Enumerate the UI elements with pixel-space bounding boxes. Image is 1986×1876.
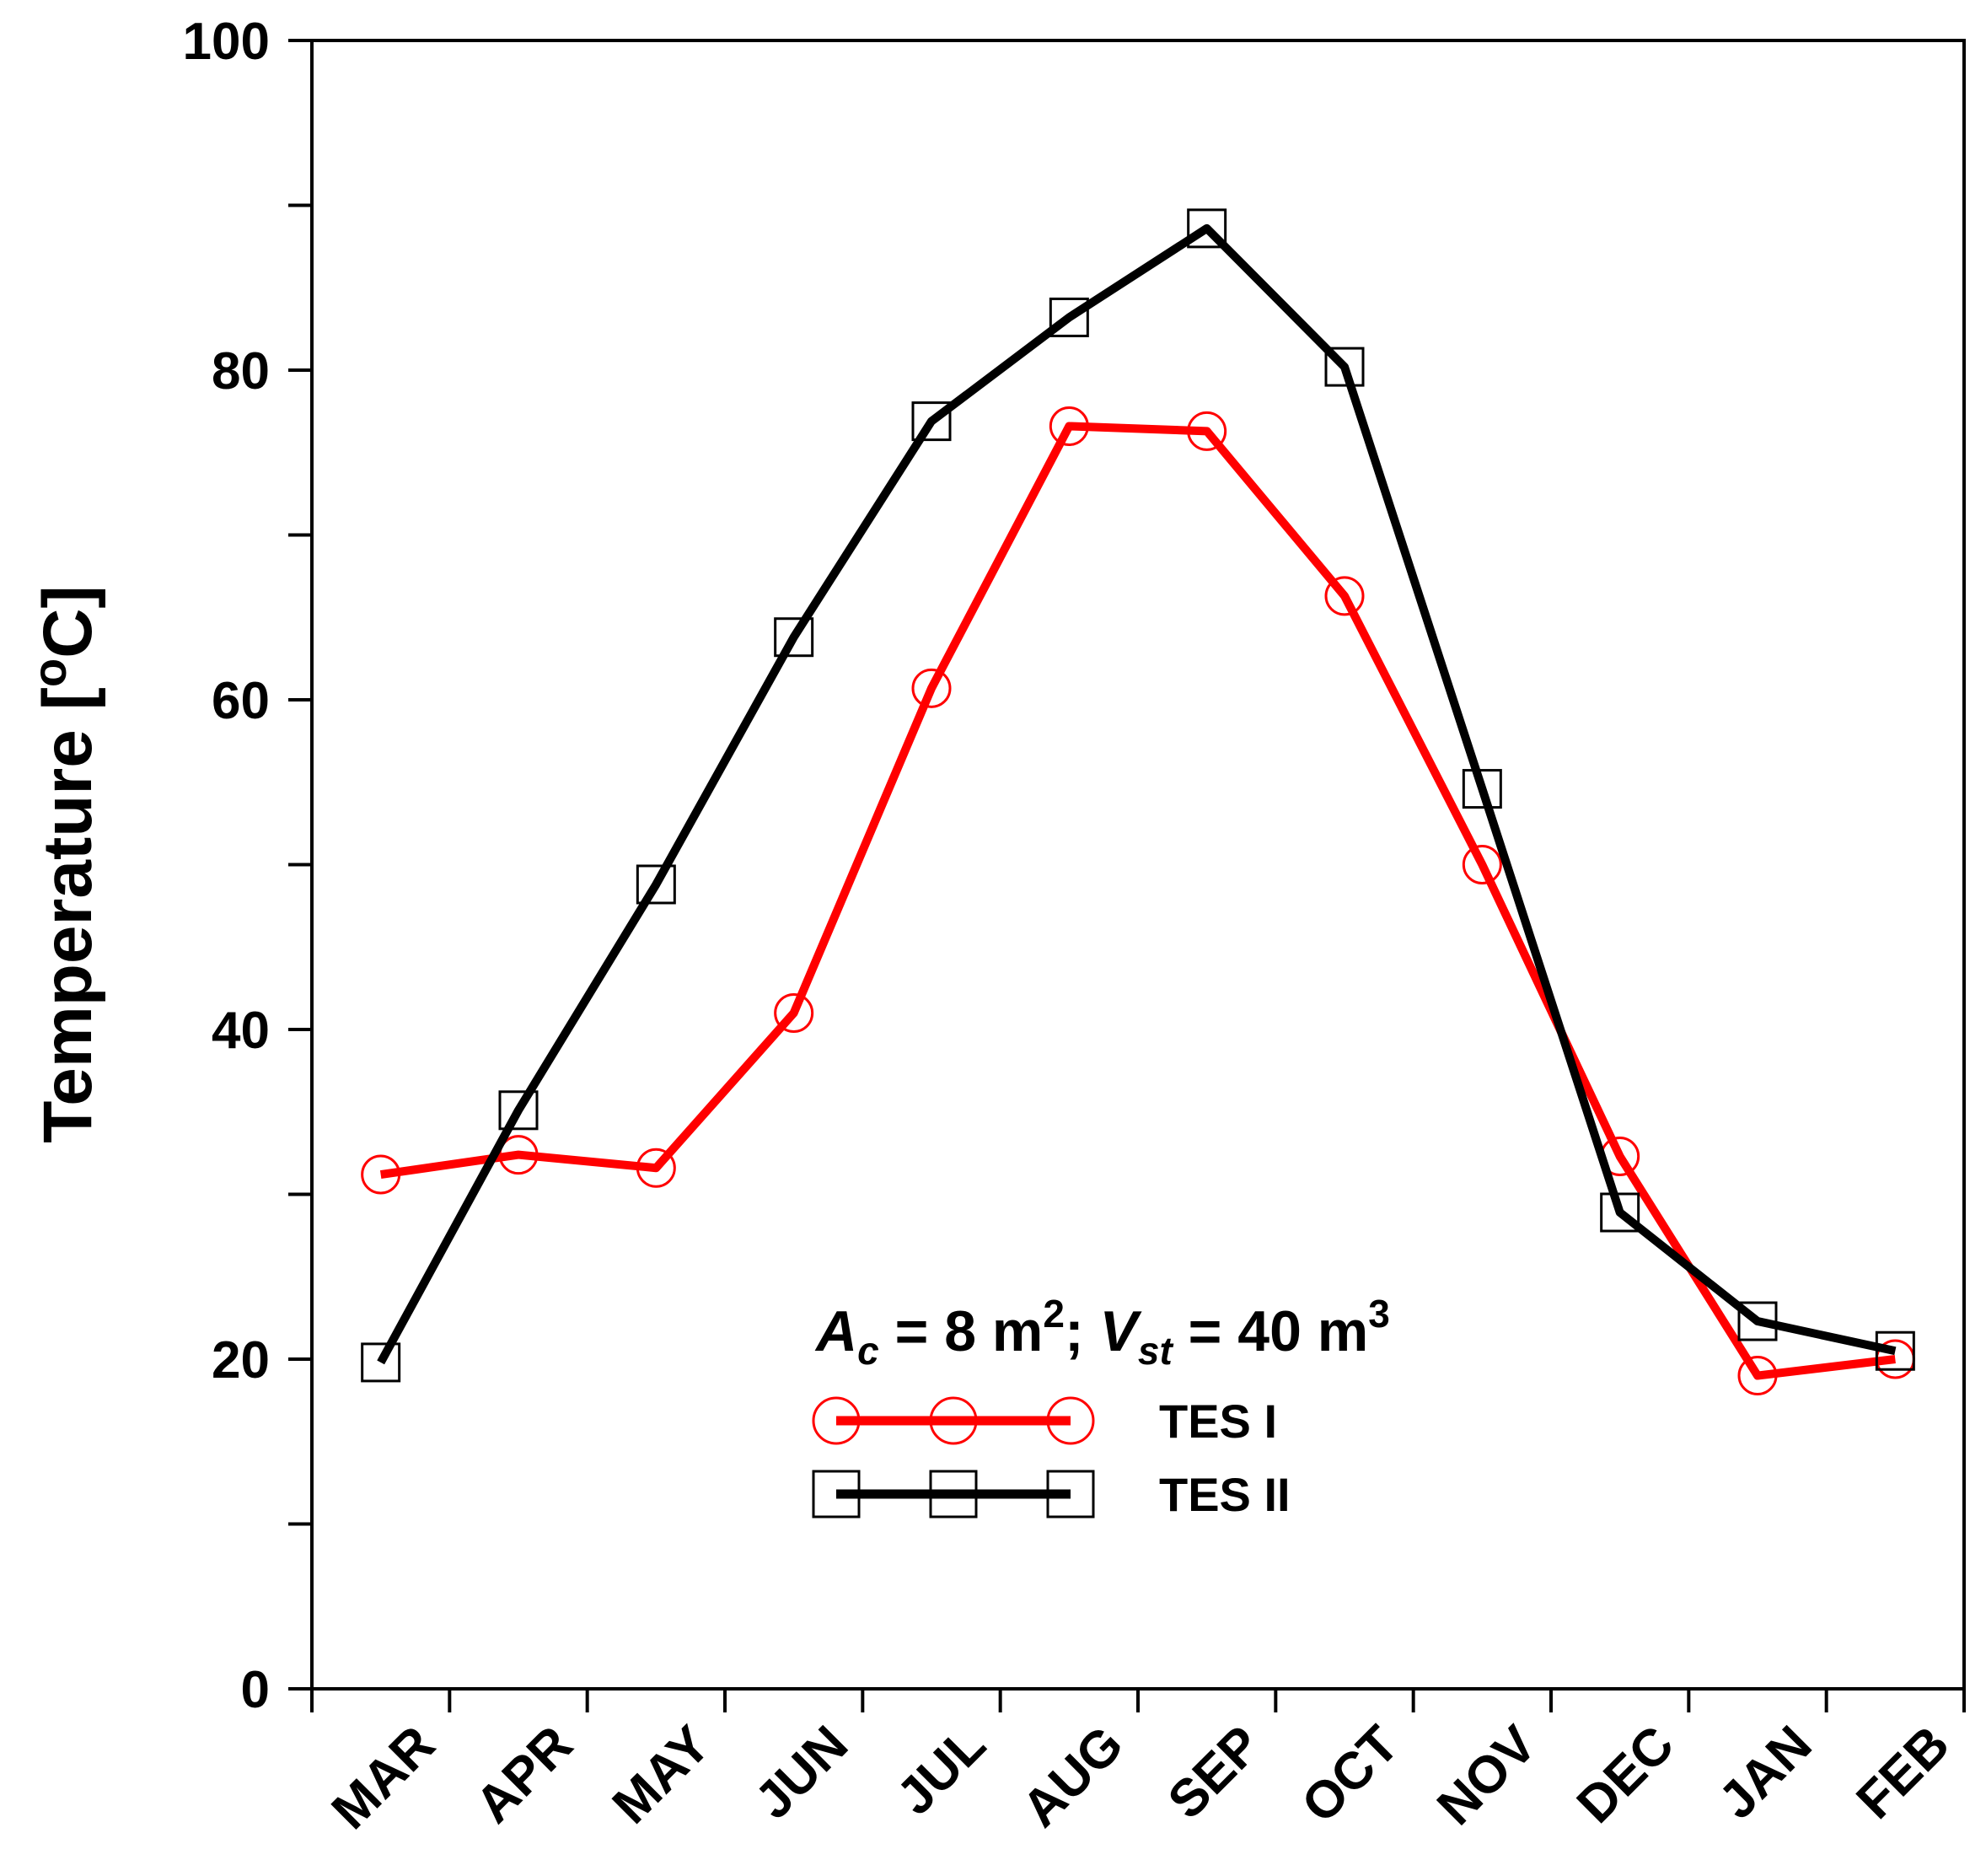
legend-marker-square-icon xyxy=(812,1470,861,1519)
legend-entry-tes-i: TES I xyxy=(812,1395,1277,1448)
legend-label-tes-i: TES I xyxy=(1159,1395,1277,1448)
data-point xyxy=(1462,769,1502,809)
legend-marker-circle-icon xyxy=(929,1396,978,1445)
data-point xyxy=(774,992,814,1033)
data-point xyxy=(361,1154,401,1195)
x-tick-label: MAY xyxy=(602,1715,722,1835)
y-tick-label: 40 xyxy=(212,1002,270,1060)
series-layer xyxy=(361,208,1915,1396)
data-point xyxy=(1737,1356,1778,1396)
data-point xyxy=(1324,576,1365,616)
data-point xyxy=(498,1135,539,1175)
data-point xyxy=(1462,845,1502,884)
y-tick-label: 20 xyxy=(212,1331,270,1390)
legend-marker-square-icon xyxy=(1046,1470,1095,1519)
x-tick-label: JUL xyxy=(886,1715,997,1826)
legend-marker-circle-icon xyxy=(1046,1396,1095,1445)
data-point xyxy=(1049,406,1089,446)
legend-marker-circle-icon xyxy=(812,1396,861,1445)
data-point xyxy=(1187,411,1227,451)
x-tick-label: OCT xyxy=(1291,1715,1409,1834)
data-point xyxy=(636,864,676,905)
y-tick-label: 0 xyxy=(241,1661,270,1719)
x-tick-label: JUN xyxy=(744,1715,859,1830)
series-line xyxy=(377,223,1897,1365)
data-point xyxy=(361,1342,401,1383)
data-point xyxy=(1875,1330,1915,1371)
series-tes-ii xyxy=(361,208,1915,1383)
legend-label-tes-ii: TES II xyxy=(1159,1468,1291,1521)
plot-frame xyxy=(310,39,1966,1691)
data-point xyxy=(911,668,952,708)
series-tes-i xyxy=(361,406,1915,1396)
x-tick-label: NOV xyxy=(1426,1715,1548,1836)
data-point xyxy=(1049,297,1089,337)
data-point xyxy=(911,401,952,442)
data-point xyxy=(774,617,814,658)
y-axis-title: Temperature [oC] xyxy=(23,585,106,1142)
data-point xyxy=(636,1148,676,1188)
y-tick-label: 100 xyxy=(183,13,270,71)
data-point xyxy=(498,1090,539,1131)
x-tick-label: AUG xyxy=(1012,1715,1135,1838)
x-tick-label: APR xyxy=(464,1715,583,1834)
data-point xyxy=(1187,208,1227,249)
x-tick-label: JAN xyxy=(1708,1715,1822,1830)
x-axis: MAR APR MAY JUN JUL AUG SEP OCT NOV DEC JAN FEB xyxy=(310,1689,1966,1841)
parameter-annotation: Ac = 8 m2; Vst = 40 m3 xyxy=(814,1292,1390,1373)
x-tick-label: SEP xyxy=(1157,1715,1273,1830)
legend: TES I TES II xyxy=(812,1395,1291,1521)
y-tick-label: 60 xyxy=(212,672,270,730)
series-line xyxy=(379,422,1896,1380)
data-point xyxy=(1600,1192,1640,1233)
data-point xyxy=(1737,1301,1778,1341)
x-tick-label: FEB xyxy=(1845,1715,1960,1830)
x-tick-label: DEC xyxy=(1566,1715,1685,1834)
x-tick-label: MAR xyxy=(321,1715,447,1841)
legend-entry-tes-ii: TES II xyxy=(812,1468,1291,1521)
y-tick-label: 80 xyxy=(212,342,270,400)
data-point xyxy=(1324,347,1365,387)
legend-marker-square-icon xyxy=(929,1470,978,1519)
y-axis: 0 20 40 60 80 100 xyxy=(183,13,312,1719)
